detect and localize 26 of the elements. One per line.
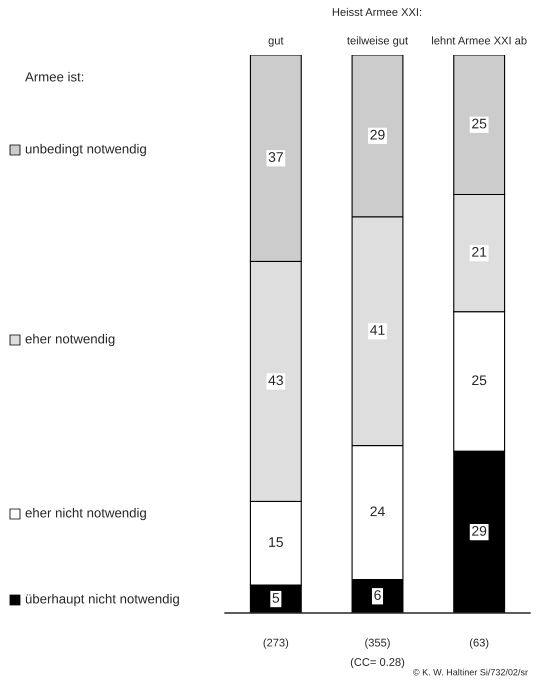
legend-label: unbedingt notwendig <box>26 144 146 156</box>
text: © K. W. Haltiner Si/732/02/sr <box>413 668 528 676</box>
legend-label: überhaupt nicht notwendig <box>26 594 179 606</box>
x-tick-label: lehnt Armee XXI ab <box>432 36 527 44</box>
text: (CC= 0.28) <box>350 658 404 668</box>
x-tick-label: teilweise gut <box>347 36 408 47</box>
data-label: 43 <box>268 375 283 386</box>
data-label: 21 <box>472 246 486 257</box>
x-tick-label: gut <box>268 37 284 47</box>
text: (355) <box>365 638 390 649</box>
data-label: 29 <box>370 130 385 140</box>
data-label: 24 <box>370 506 385 516</box>
data-label: 15 <box>269 537 283 547</box>
data-label: 41 <box>370 325 385 335</box>
data-label: 25 <box>472 118 486 128</box>
chart-title: Heisst Armee XXI: <box>332 8 422 16</box>
data-label: 29 <box>472 526 486 536</box>
text: (273) <box>264 638 288 649</box>
legend-title: Armee ist: <box>25 72 84 82</box>
legend-label: eher notwendig <box>26 334 114 346</box>
data-label: 25 <box>472 375 486 386</box>
data-label: 37 <box>268 152 283 162</box>
text: (63) <box>470 638 488 649</box>
data-label: 6 <box>374 590 381 600</box>
data-label: 5 <box>272 593 280 603</box>
legend-label: eher nicht notwendig <box>26 508 146 520</box>
